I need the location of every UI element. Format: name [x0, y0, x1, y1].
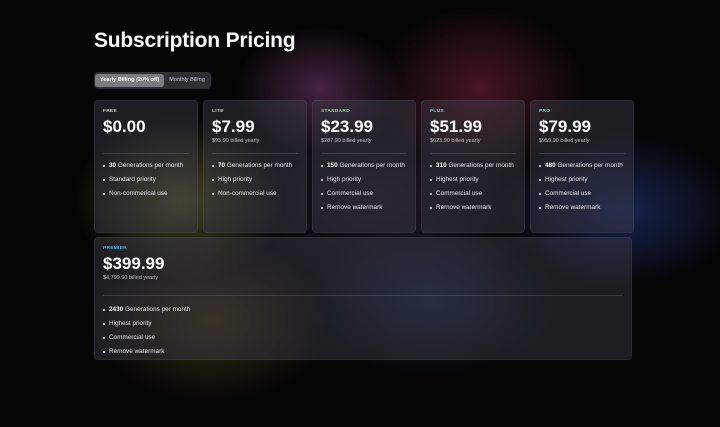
feature-list: 310 Generations per month Highest priori…	[430, 162, 516, 212]
feature-item: Remove watermark	[103, 348, 623, 356]
generations-label: Generations per month	[226, 162, 293, 169]
feature-list: 70 Generations per month High priority N…	[212, 162, 298, 198]
plan-cards-row: FREE $0.00 30 Generations per month Stan…	[94, 100, 634, 233]
divider	[103, 153, 189, 154]
feature-item: Highest priority	[103, 320, 623, 328]
plan-billed-yearly: $287.90 billed yearly	[321, 138, 372, 144]
plan-price: $79.99	[539, 117, 591, 136]
plan-name: FREE	[103, 109, 117, 114]
plan-name: PREMIER	[103, 246, 127, 251]
generations-count: 30	[109, 162, 117, 169]
yearly-billing-button[interactable]: Yearly Billing (20% off)	[95, 74, 165, 87]
generations-label: Generations per month	[557, 162, 623, 169]
feature-item: Non-commerical use	[103, 190, 189, 198]
divider	[212, 153, 298, 154]
plan-billed-yearly: $4,799.90 billed yearly	[103, 275, 159, 281]
plan-billed-yearly: $623.90 billed yearly	[430, 138, 481, 144]
generations-count: 310	[436, 162, 447, 169]
plan-price: $0.00	[103, 117, 146, 136]
plan-card-free[interactable]: FREE $0.00 30 Generations per month Stan…	[94, 100, 198, 233]
plan-card-lite[interactable]: LITE $7.99 $95.90 billed yearly 70 Gener…	[203, 100, 307, 233]
plan-name: LITE	[212, 109, 224, 114]
divider	[321, 153, 407, 154]
page-title: Subscription Pricing	[94, 29, 296, 52]
plan-name: PRO	[539, 109, 551, 114]
feature-item: Highest priority	[539, 176, 625, 184]
feature-item: Highest priority	[430, 176, 516, 184]
feature-item: Commercial use	[539, 190, 625, 198]
feature-item: High priority	[212, 176, 298, 184]
feature-item: Remove watermark	[430, 204, 516, 212]
generations-count: 150	[327, 162, 338, 169]
generations-count: 70	[218, 162, 226, 169]
divider	[103, 295, 623, 296]
feature-generations: 310 Generations per month	[430, 162, 516, 170]
feature-item: Commercial use	[321, 190, 407, 198]
plan-billed-yearly	[103, 138, 189, 145]
feature-item: Commercial use	[103, 334, 623, 342]
plan-price: $399.99	[103, 254, 165, 273]
feature-generations: 30 Generations per month	[103, 162, 189, 170]
plan-card-premier[interactable]: PREMIER $399.99 $4,799.90 billed yearly …	[94, 237, 632, 360]
generations-count: 2430	[109, 306, 124, 313]
plan-price: $7.99	[212, 117, 255, 136]
feature-list: 2430 Generations per month Highest prior…	[103, 306, 623, 356]
feature-generations: 150 Generations per month	[321, 162, 407, 170]
billing-toggle: Yearly Billing (20% off) Monthly Billing	[94, 72, 211, 89]
plan-card-standard[interactable]: STANDARD $23.99 $287.90 billed yearly 15…	[312, 100, 416, 233]
plan-name: STANDARD	[321, 109, 350, 114]
generations-label: Generations per month	[117, 162, 184, 169]
feature-list: 30 Generations per month Standard priori…	[103, 162, 189, 198]
feature-item: High priority	[321, 176, 407, 184]
plan-price: $23.99	[321, 117, 373, 136]
feature-generations: 70 Generations per month	[212, 162, 298, 170]
feature-item: Non-commercial use	[212, 190, 298, 198]
plan-billed-yearly: $959.90 billed yearly	[539, 138, 590, 144]
monthly-billing-button[interactable]: Monthly Billing	[169, 77, 205, 83]
plan-price: $51.99	[430, 117, 482, 136]
feature-item: Remove watermark	[321, 204, 407, 212]
plan-card-plus[interactable]: PLUS $51.99 $623.90 billed yearly 310 Ge…	[421, 100, 525, 233]
divider	[430, 153, 516, 154]
divider	[539, 153, 625, 154]
feature-generations: 2430 Generations per month	[103, 306, 623, 314]
generations-count: 480	[545, 162, 556, 169]
feature-item: Commercial use	[430, 190, 516, 198]
feature-item: Remove watermark	[539, 204, 625, 212]
plan-billed-yearly: $95.90 billed yearly	[212, 138, 260, 144]
feature-list: 150 Generations per month High priority …	[321, 162, 407, 212]
generations-label: Generations per month	[448, 162, 514, 169]
feature-generations: 480 Generations per month	[539, 162, 625, 170]
feature-item: Standard priority	[103, 176, 189, 184]
plan-card-pro[interactable]: PRO $79.99 $959.90 billed yearly 480 Gen…	[530, 100, 634, 233]
generations-label: Generations per month	[339, 162, 405, 169]
feature-list: 480 Generations per month Highest priori…	[539, 162, 625, 212]
generations-label: Generations per month	[125, 306, 191, 313]
plan-name: PLUS	[430, 109, 444, 114]
